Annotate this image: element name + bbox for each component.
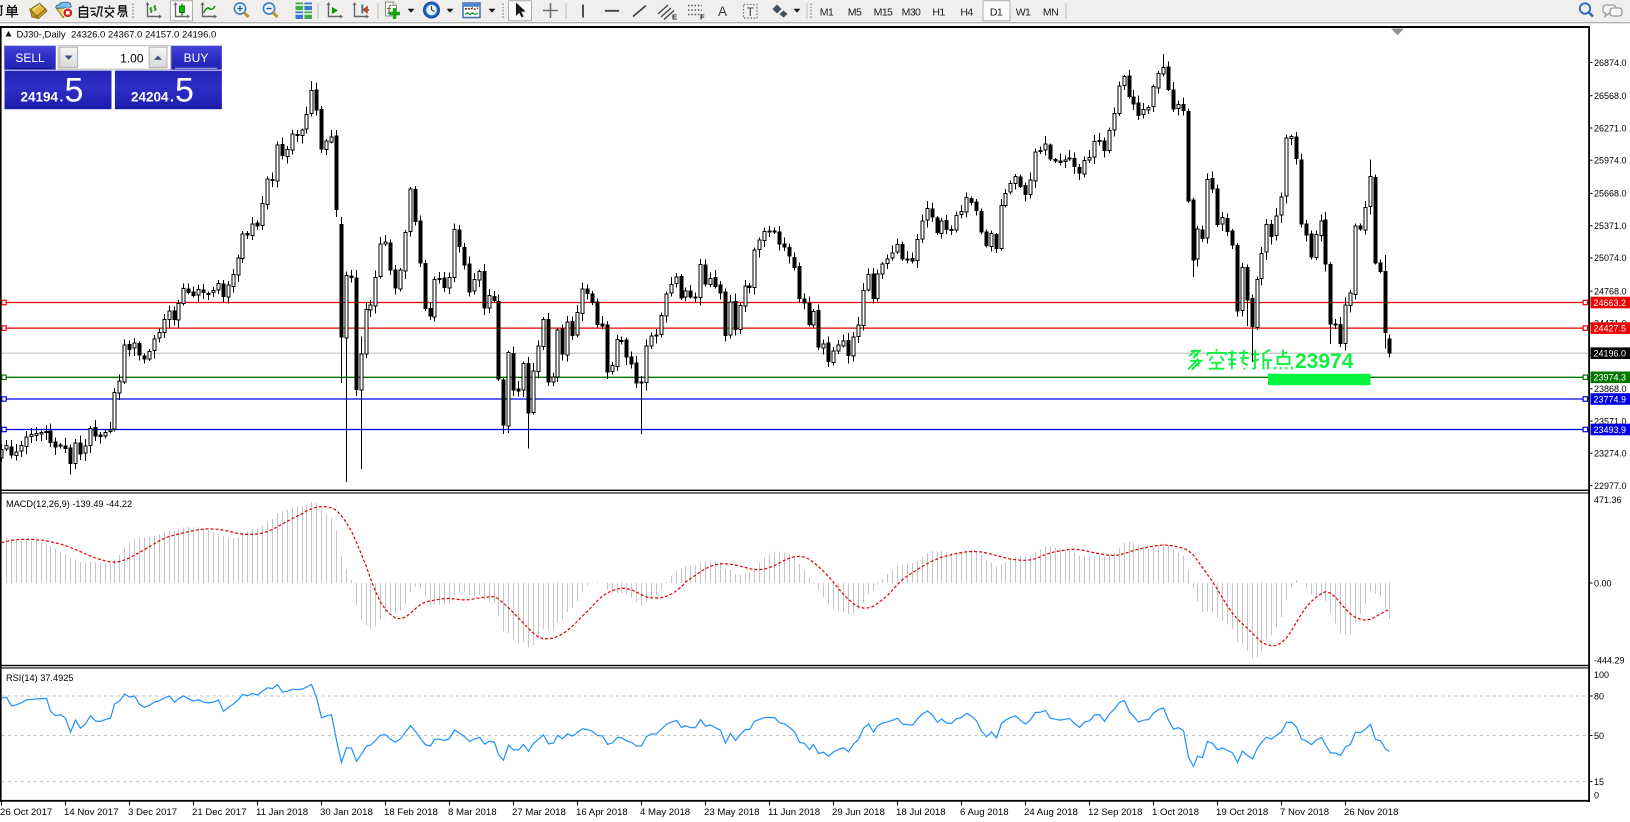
svg-text:11 Jan 2018: 11 Jan 2018 xyxy=(256,807,308,818)
svg-text:23974: 23974 xyxy=(1295,350,1354,373)
svg-text:100: 100 xyxy=(1594,670,1609,680)
svg-text:24204: 24204 xyxy=(131,90,169,105)
svg-text:24663.2: 24663.2 xyxy=(1594,298,1627,308)
svg-text:18 Feb 2018: 18 Feb 2018 xyxy=(384,807,438,818)
svg-text:50: 50 xyxy=(1594,731,1604,741)
svg-text:M1: M1 xyxy=(820,6,834,18)
svg-text:23774.9: 23774.9 xyxy=(1594,394,1627,404)
svg-text:19 Oct 2018: 19 Oct 2018 xyxy=(1216,807,1268,818)
svg-text:12 Sep 2018: 12 Sep 2018 xyxy=(1088,807,1142,818)
svg-text:29 Jun 2018: 29 Jun 2018 xyxy=(832,807,885,818)
svg-text:18 Jul 2018: 18 Jul 2018 xyxy=(896,807,946,818)
svg-text:80: 80 xyxy=(1594,691,1604,701)
svg-text:25074.0: 25074.0 xyxy=(1594,253,1627,263)
svg-text:22977.0: 22977.0 xyxy=(1594,481,1627,491)
svg-text:23571.0: 23571.0 xyxy=(1594,416,1627,426)
svg-text:24768.0: 24768.0 xyxy=(1594,286,1627,296)
svg-text:M30: M30 xyxy=(902,6,921,18)
svg-text:21 Dec 2017: 21 Dec 2017 xyxy=(192,807,246,818)
svg-text:24427.5: 24427.5 xyxy=(1594,324,1627,334)
svg-text:RSI(14) 37.4925: RSI(14) 37.4925 xyxy=(6,673,73,683)
svg-text:24196.0: 24196.0 xyxy=(1594,349,1627,359)
svg-text:.: . xyxy=(170,89,174,105)
svg-text:27 Mar 2018: 27 Mar 2018 xyxy=(512,807,566,818)
svg-text:5: 5 xyxy=(65,72,84,110)
svg-text:24326.0 24367.0 24157.0 24196.: 24326.0 24367.0 24157.0 24196.0 xyxy=(71,29,216,40)
svg-text:23974.3: 23974.3 xyxy=(1594,373,1627,383)
svg-text:16 Apr 2018: 16 Apr 2018 xyxy=(576,807,628,818)
svg-text:4 May 2018: 4 May 2018 xyxy=(640,807,690,818)
svg-text:6 Aug 2018: 6 Aug 2018 xyxy=(960,807,1009,818)
svg-text:DJ30-,Daily: DJ30-,Daily xyxy=(17,29,66,40)
svg-text:M5: M5 xyxy=(848,6,862,18)
svg-text:30 Jan 2018: 30 Jan 2018 xyxy=(320,807,373,818)
svg-text:471.36: 471.36 xyxy=(1594,495,1622,505)
svg-text:0: 0 xyxy=(1594,791,1599,801)
svg-text:1 Oct 2018: 1 Oct 2018 xyxy=(1152,807,1199,818)
svg-text:15: 15 xyxy=(1594,777,1604,787)
svg-text:E: E xyxy=(672,13,677,22)
svg-text:H4: H4 xyxy=(960,6,973,18)
svg-text:25974.0: 25974.0 xyxy=(1594,156,1627,166)
svg-text:MN: MN xyxy=(1043,6,1058,18)
svg-text:8 Mar 2018: 8 Mar 2018 xyxy=(448,807,497,818)
svg-text:T: T xyxy=(747,7,754,19)
svg-text:23493.9: 23493.9 xyxy=(1594,425,1627,435)
svg-text:25371.0: 25371.0 xyxy=(1594,221,1627,231)
svg-text:23274.0: 23274.0 xyxy=(1594,449,1627,459)
svg-text:BUY: BUY xyxy=(184,51,209,65)
svg-text:M15: M15 xyxy=(874,6,893,18)
svg-text:H1: H1 xyxy=(932,6,945,18)
svg-text:23 May 2018: 23 May 2018 xyxy=(704,807,759,818)
svg-text:MACD(12,26,9) -139.49 -44.22: MACD(12,26,9) -139.49 -44.22 xyxy=(6,499,132,509)
svg-text:F: F xyxy=(700,13,705,22)
svg-text:24194: 24194 xyxy=(20,90,58,105)
svg-text:W1: W1 xyxy=(1016,6,1031,18)
svg-text:.: . xyxy=(60,89,64,105)
svg-text:23868.0: 23868.0 xyxy=(1594,384,1627,394)
svg-text:24 Aug 2018: 24 Aug 2018 xyxy=(1024,807,1078,818)
svg-text:0.00: 0.00 xyxy=(1594,578,1612,588)
svg-text:-444.29: -444.29 xyxy=(1594,656,1625,666)
svg-text:D1: D1 xyxy=(990,6,1003,18)
svg-text:14 Nov 2017: 14 Nov 2017 xyxy=(64,807,118,818)
svg-text:11 Jun 2018: 11 Jun 2018 xyxy=(768,807,820,818)
svg-text:26568.0: 26568.0 xyxy=(1594,91,1627,101)
svg-text:1.00: 1.00 xyxy=(120,51,144,65)
svg-text:7 Nov 2018: 7 Nov 2018 xyxy=(1280,807,1329,818)
svg-text:26271.0: 26271.0 xyxy=(1594,123,1627,133)
svg-text:5: 5 xyxy=(175,72,194,110)
svg-text:26 Oct 2017: 26 Oct 2017 xyxy=(0,807,52,818)
svg-text:3 Dec 2017: 3 Dec 2017 xyxy=(128,807,177,818)
svg-text:A: A xyxy=(718,4,727,19)
svg-text:26 Nov 2018: 26 Nov 2018 xyxy=(1344,807,1398,818)
svg-text:SELL: SELL xyxy=(15,51,45,65)
svg-text:26874.0: 26874.0 xyxy=(1594,58,1627,68)
svg-text:25668.0: 25668.0 xyxy=(1594,189,1627,199)
